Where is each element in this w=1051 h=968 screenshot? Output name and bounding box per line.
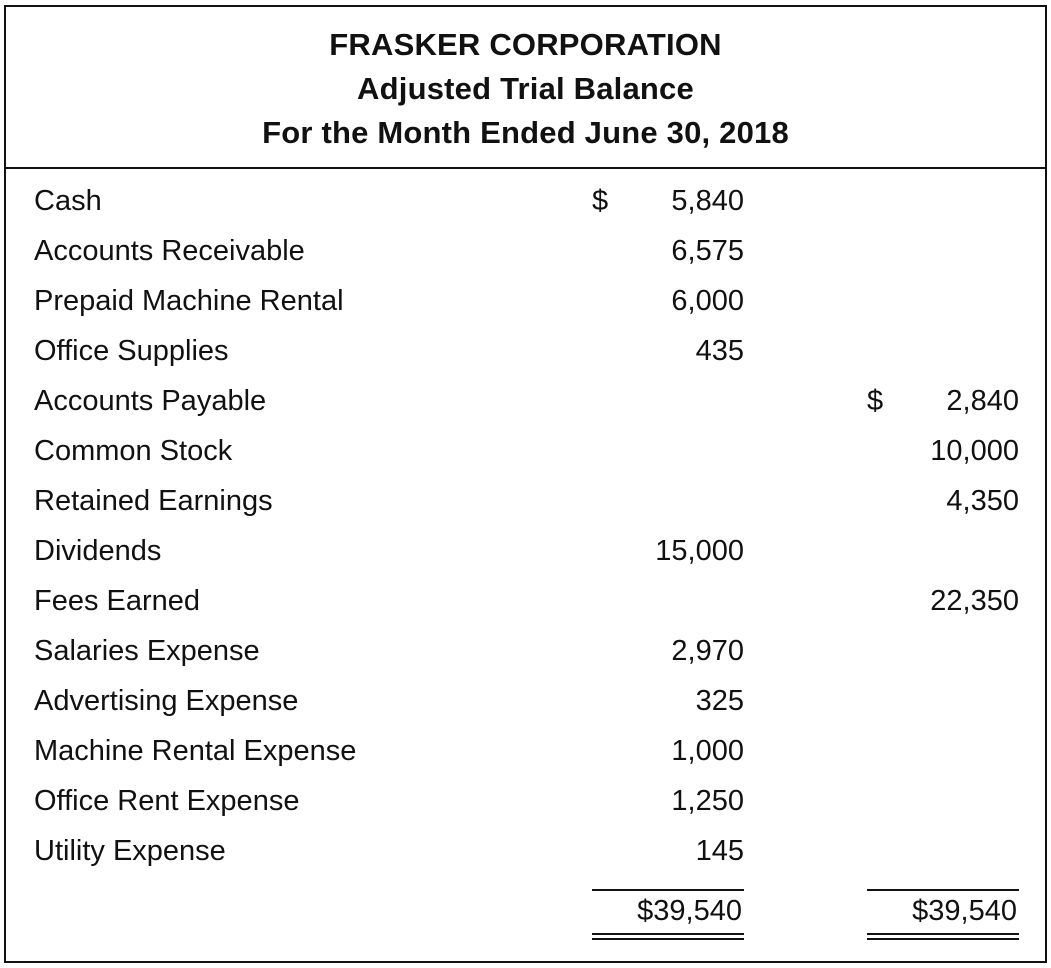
account-name: Dividends [34,535,162,567]
account-name: Accounts Payable [34,385,267,417]
table-row: Prepaid Machine Rental 6,000 [34,285,1015,335]
debit-cell: 145 [592,835,744,868]
debit-cell: $5,840 [592,185,744,218]
debit-cell: 6,000 [592,285,744,318]
account-name: Utility Expense [34,835,226,867]
table-row: Dividends 15,000 [34,535,1015,585]
account-name: Prepaid Machine Rental [34,285,344,317]
dollar-symbol: $ [867,385,884,417]
debit-amount: 145 [695,835,744,867]
debit-amount: 435 [695,335,744,367]
dollar-symbol: $ [592,185,609,217]
credit-cell: $2,840 [867,385,1019,418]
table-row: Utility Expense 145 [34,835,1015,885]
table-row: Accounts Payable $2,840 [34,385,1019,435]
account-name: Office Rent Expense [34,785,300,817]
credit-amount: 10,000 [930,435,1019,467]
debit-cell: 1,000 [592,735,744,768]
debit-amount: 5,840 [671,185,744,217]
account-name: Fees Earned [34,585,201,617]
credit-total: $39,540 [867,889,1019,940]
company-name: FRASKER CORPORATION [329,27,722,62]
table-row: Fees Earned 22,350 [34,585,1019,635]
debit-cell: 435 [592,335,744,368]
table-row: Retained Earnings 4,350 [34,485,1019,535]
debit-amount: 2,970 [671,635,744,667]
account-name: Common Stock [34,435,233,467]
credit-cell: 4,350 [867,485,1019,518]
trial-balance-document: FRASKER CORPORATION Adjusted Trial Balan… [4,5,1047,963]
account-name: Salaries Expense [34,635,260,667]
document-header: FRASKER CORPORATION Adjusted Trial Balan… [6,7,1045,169]
debit-amount: 6,000 [671,285,744,317]
debit-cell: 1,250 [592,785,744,818]
table-row: Salaries Expense 2,970 [34,635,1015,685]
table-row: Office Supplies 435 [34,335,1015,385]
account-rows: Cash $5,840 Accounts Receivable 6,575 Pr… [6,169,1045,947]
credit-amount: 22,350 [930,585,1019,617]
debit-amount: 6,575 [671,235,744,267]
table-row: Advertising Expense 325 [34,685,1015,735]
table-row: Common Stock 10,000 [34,435,1019,485]
account-name: Machine Rental Expense [34,735,357,767]
debit-cell: 6,575 [592,235,744,268]
table-row: Office Rent Expense 1,250 [34,785,1015,835]
account-name: Retained Earnings [34,485,273,517]
debit-amount: 1,250 [671,785,744,817]
report-period: For the Month Ended June 30, 2018 [262,115,789,150]
credit-amount: 2,840 [946,385,1019,417]
account-name: Advertising Expense [34,685,299,717]
debit-total: $39,540 [592,889,744,940]
debit-cell: 15,000 [592,535,744,568]
debit-amount: 15,000 [655,535,744,567]
debit-amount: 325 [695,685,744,717]
debit-cell: 325 [592,685,744,718]
account-name: Accounts Receivable [34,235,305,267]
report-title: Adjusted Trial Balance [357,71,694,106]
account-name: Office Supplies [34,335,229,367]
debit-cell: 2,970 [592,635,744,668]
totals-row: $39,540 $39,540 [34,889,1019,947]
debit-amount: 1,000 [671,735,744,767]
table-row: Machine Rental Expense 1,000 [34,735,1015,785]
credit-cell: 22,350 [867,585,1019,618]
table-row: Accounts Receivable 6,575 [34,235,1015,285]
account-name: Cash [34,185,102,217]
credit-amount: 4,350 [946,485,1019,517]
table-row: Cash $5,840 [34,185,1015,235]
credit-cell: 10,000 [867,435,1019,468]
